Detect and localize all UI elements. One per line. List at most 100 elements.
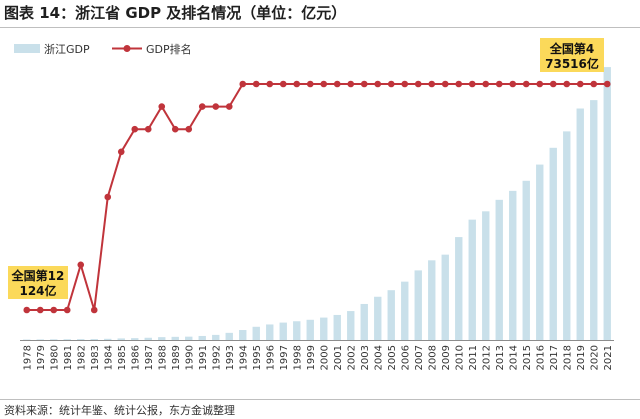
x-tick-1981: 1981 [63,345,74,370]
gdp-bar-2010 [455,237,463,340]
rank-point-2001 [333,80,341,88]
x-tick-2015: 2015 [522,345,533,370]
x-tick-1989: 1989 [171,345,182,370]
rank-point-2004 [374,80,382,88]
rank-point-1987 [144,125,152,133]
gdp-bar-2005 [387,290,395,340]
x-tick-1987: 1987 [144,345,155,370]
x-tick-1994: 1994 [238,345,249,370]
gdp-bar-1998 [293,321,301,340]
x-tick-1998: 1998 [292,345,303,370]
x-tick-2011: 2011 [468,345,479,370]
annotation-last-line2: 73516亿 [545,56,599,71]
source-divider [0,399,640,400]
rank-point-1989 [171,125,179,133]
x-tick-1979: 1979 [36,345,47,370]
title-divider [0,27,640,28]
annotation-last: 全国第4 73516亿 [540,38,604,72]
rank-line [26,83,608,311]
gdp-bar-1996 [266,324,274,340]
x-tick-2016: 2016 [535,345,546,370]
x-tick-2018: 2018 [562,345,573,370]
rank-point-2003 [360,80,368,88]
gdp-bar-2015 [522,180,530,340]
gdp-bar-2007 [414,270,422,340]
gdp-bar-2003 [360,303,368,340]
gdp-bar-1982 [77,339,85,340]
x-tick-2021: 2021 [603,345,614,370]
x-tick-1986: 1986 [130,345,141,370]
x-tick-1985: 1985 [117,345,128,370]
x-tick-2008: 2008 [427,345,438,370]
x-tick-2009: 2009 [441,345,452,370]
x-tick-2002: 2002 [346,345,357,370]
gdp-bar-2018 [563,131,571,340]
rank-point-2016 [536,80,544,88]
x-tick-2005: 2005 [387,345,398,370]
legend-bar-label: 浙江GDP [44,43,90,56]
gdp-bar-2021 [603,67,611,340]
x-tick-1983: 1983 [90,345,101,370]
rank-point-1990 [185,125,193,133]
x-tick-1997: 1997 [279,345,290,370]
gdp-bar-1999 [306,319,314,340]
rank-point-1982 [77,261,85,269]
rank-point-1979 [36,306,44,314]
annotation-first: 全国第12 124亿 [8,266,68,299]
rank-point-2014 [509,80,517,88]
gdp-bar-1980 [50,339,58,340]
x-tick-2013: 2013 [495,345,506,370]
gdp-bar-1979 [36,339,44,340]
x-tick-1980: 1980 [49,345,60,370]
legend-line-label: GDP排名 [146,42,192,56]
rank-point-2007 [414,80,422,88]
x-tick-2020: 2020 [589,345,600,370]
x-tick-2007: 2007 [414,345,425,370]
rank-point-2005 [387,80,395,88]
rank-point-2020 [590,80,598,88]
x-tick-1996: 1996 [265,345,276,370]
gdp-bar-2009 [441,254,449,340]
gdp-bar-2004 [374,296,382,340]
rank-point-2008 [428,80,436,88]
bar-series-layer [23,67,611,341]
rank-point-1996 [266,80,274,88]
gdp-bar-1989 [171,336,179,340]
gdp-bar-1997 [279,322,287,340]
x-tick-1992: 1992 [211,345,222,370]
gdp-bar-2020 [590,100,598,341]
x-tick-2006: 2006 [400,345,411,370]
gdp-bar-2014 [509,190,517,340]
gdp-bar-1984 [104,338,112,340]
x-tick-2000: 2000 [319,345,330,370]
rank-point-2010 [455,80,463,88]
x-tick-1978: 1978 [22,345,33,370]
gdp-bar-1990 [185,336,193,340]
rank-point-2009 [441,80,449,88]
figure-title: 图表 14：浙江省 GDP 及排名情况（单位：亿元） [4,4,347,22]
rank-point-2018 [563,80,571,88]
gdp-chart: 1978 1979 1980 1981 1982 1983 1984 1985 1986 1987… [8,38,614,370]
gdp-bar-2002 [347,311,355,340]
gdp-bar-2006 [401,281,409,340]
gdp-bar-1981 [63,339,71,340]
rank-point-1988 [158,103,166,110]
rank-point-2017 [549,80,557,88]
gdp-bar-1992 [212,334,220,340]
rank-point-2002 [347,80,355,88]
legend-line-marker [123,45,131,52]
source-note: 资料来源：统计年鉴、统计公报，东方金诚整理 [4,404,235,417]
gdp-bar-2011 [468,219,476,340]
rank-point-1980 [50,306,58,314]
x-tick-1999: 1999 [306,345,317,370]
annotation-last-line1: 全国第4 [549,41,594,56]
rank-point-1985 [117,148,125,156]
rank-point-2000 [320,80,328,88]
rank-point-1984 [104,193,112,201]
rank-point-2019 [576,80,584,88]
x-tick-1991: 1991 [198,345,209,370]
x-tick-2014: 2014 [508,345,519,370]
gdp-bar-2008 [428,260,436,340]
gdp-bar-1993 [225,332,233,340]
rank-point-1983 [90,306,98,314]
